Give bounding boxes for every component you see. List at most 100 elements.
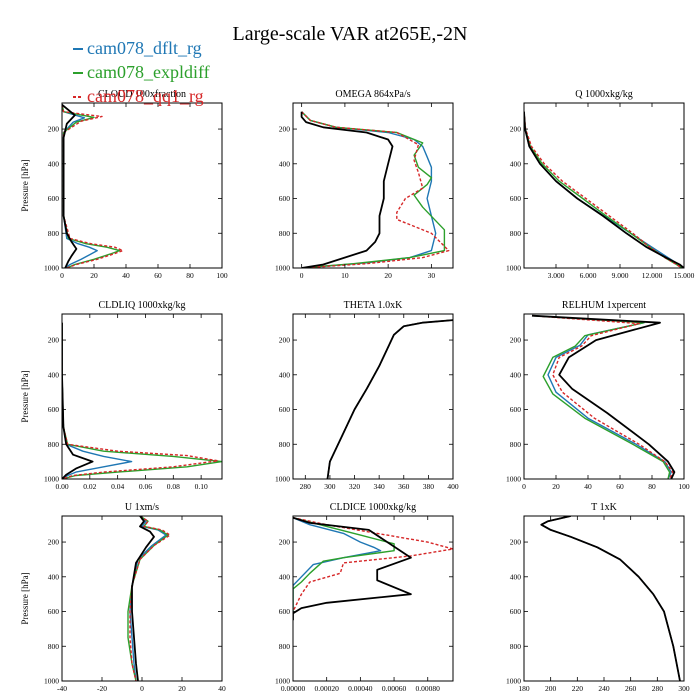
series-line-red <box>62 104 124 268</box>
series-line-blue <box>301 111 437 268</box>
series-line-blue <box>540 516 681 681</box>
y-tick-label: 1000 <box>44 475 59 484</box>
x-tick-label: 10 <box>341 271 349 280</box>
series-line-red <box>129 516 171 681</box>
x-tick-label: 40 <box>218 684 226 693</box>
x-tick-label: 380 <box>423 482 435 491</box>
y-tick-label: 200 <box>510 538 522 547</box>
x-tick-label: 0.10 <box>195 482 208 491</box>
series-line-green <box>62 104 121 268</box>
plot-frame <box>61 102 223 269</box>
legend-label: cam078_expldiff <box>87 62 210 82</box>
series-line-red <box>540 516 681 681</box>
y-tick-label: 1000 <box>44 677 59 686</box>
y-tick-label: 400 <box>510 572 522 581</box>
series-line-blue <box>524 111 684 268</box>
plot-frame <box>523 515 685 682</box>
series-line-black <box>540 516 681 681</box>
series-line-green <box>301 111 446 268</box>
x-tick-label: 40 <box>584 482 592 491</box>
series-line-black <box>524 111 684 268</box>
series-group <box>293 516 453 621</box>
panel-theta-1-0xk: THETA 1.0xK 280 300 320 340 360 380 400 200 400 60… <box>275 300 459 491</box>
x-tick-label: 0.00 <box>55 482 68 491</box>
y-tick-label: 800 <box>510 642 522 651</box>
x-tick-label: 80 <box>186 271 194 280</box>
x-tick-label: 340 <box>374 482 386 491</box>
y-tick-label: 200 <box>510 336 522 345</box>
x-tick-label: 0.00060 <box>382 684 407 693</box>
x-tick-label: 20 <box>384 271 392 280</box>
y-tick-label: 800 <box>279 229 291 238</box>
series-group <box>127 516 171 681</box>
series-line-red <box>524 111 683 268</box>
legend: cam078_dflt_rg cam078_expldiff cam078_qq… <box>73 38 210 106</box>
panel-title: CLDICE 1000xkg/kg <box>330 502 416 513</box>
series-line-red <box>62 322 219 479</box>
series-line-blue <box>62 322 133 479</box>
y-tick-label: 200 <box>48 538 60 547</box>
series-group <box>524 111 684 268</box>
x-tick-label: 400 <box>447 482 459 491</box>
y-tick-label: 1000 <box>506 264 521 273</box>
x-tick-label: 6.000 <box>580 271 597 280</box>
series-line-black <box>326 319 453 479</box>
series-line-black <box>131 516 155 681</box>
y-axis-label: Pressure [hPa] <box>20 370 30 422</box>
panel-title: Q 1000xkg/kg <box>575 89 633 100</box>
y-tick-label: 600 <box>279 194 291 203</box>
series-line-green <box>293 517 395 612</box>
y-tick-label: 400 <box>48 370 60 379</box>
panel-omega-864xpa-s: OMEGA 864xPa/s 0 10 20 30 200 400 600 800 1000 <box>275 89 454 280</box>
series-line-black <box>300 111 394 268</box>
y-tick-label: 400 <box>48 572 60 581</box>
y-tick-label: 600 <box>279 405 291 414</box>
x-tick-label: 9.000 <box>612 271 629 280</box>
plot-frame <box>61 313 223 480</box>
y-tick-label: 600 <box>48 194 60 203</box>
y-tick-label: 1000 <box>44 264 59 273</box>
x-tick-label: 0 <box>300 271 304 280</box>
series-line-green <box>531 315 671 479</box>
x-tick-label: 260 <box>625 684 637 693</box>
y-tick-label: 200 <box>48 336 60 345</box>
y-tick-label: 800 <box>48 229 60 238</box>
plot-frame <box>292 515 454 682</box>
y-axis-label: Pressure [hPa] <box>20 572 30 624</box>
plot-frame <box>523 102 685 269</box>
x-tick-label: 0.00020 <box>314 684 339 693</box>
x-tick-label: 100 <box>216 271 228 280</box>
panel-title: OMEGA 864xPa/s <box>335 89 410 100</box>
series-line-green <box>62 322 222 479</box>
panel-title: RELHUM 1xpercent <box>562 300 646 311</box>
y-tick-label: 1000 <box>275 677 290 686</box>
series-line-black <box>62 104 78 268</box>
panel-relhum-1xpercent: RELHUM 1xpercent 0 20 40 60 80 100 200 400 600 800… <box>506 300 690 491</box>
x-tick-label: 280 <box>300 482 312 491</box>
x-tick-label: 0.06 <box>139 482 152 491</box>
y-tick-label: 200 <box>510 125 522 134</box>
panel-cldliq-1000xkg-kg: CLDLIQ 1000xkg/kg Pressure [hPa] 0.00 0.02 0… <box>20 300 223 491</box>
series-line-blue <box>129 516 167 681</box>
series-line-green <box>540 516 681 681</box>
y-tick-label: 800 <box>48 440 60 449</box>
series-group <box>326 319 453 479</box>
x-tick-label: 0 <box>60 271 64 280</box>
y-tick-label: 400 <box>279 370 291 379</box>
series-line-blue <box>62 104 98 268</box>
y-tick-label: 1000 <box>275 475 290 484</box>
panel-t-1xk: T 1xK 180 200 220 240 260 280 300 200 400 600 800 10… <box>506 502 690 693</box>
x-tick-label: 0 <box>140 684 144 693</box>
x-tick-label: 240 <box>598 684 610 693</box>
x-tick-label: 300 <box>678 684 690 693</box>
y-tick-label: 600 <box>510 194 522 203</box>
x-tick-label: 60 <box>154 271 162 280</box>
x-tick-label: 0.00080 <box>416 684 441 693</box>
panel-cldice-1000xkg-kg: CLDICE 1000xkg/kg 0.00000 0.00020 0.00040 0.… <box>275 502 454 693</box>
panel-title: U 1xm/s <box>125 502 159 513</box>
x-tick-label: 0.02 <box>83 482 96 491</box>
y-tick-label: 1000 <box>506 677 521 686</box>
x-tick-label: 0.00000 <box>281 684 306 693</box>
plot-frame <box>61 515 223 682</box>
y-tick-label: 1000 <box>275 264 290 273</box>
